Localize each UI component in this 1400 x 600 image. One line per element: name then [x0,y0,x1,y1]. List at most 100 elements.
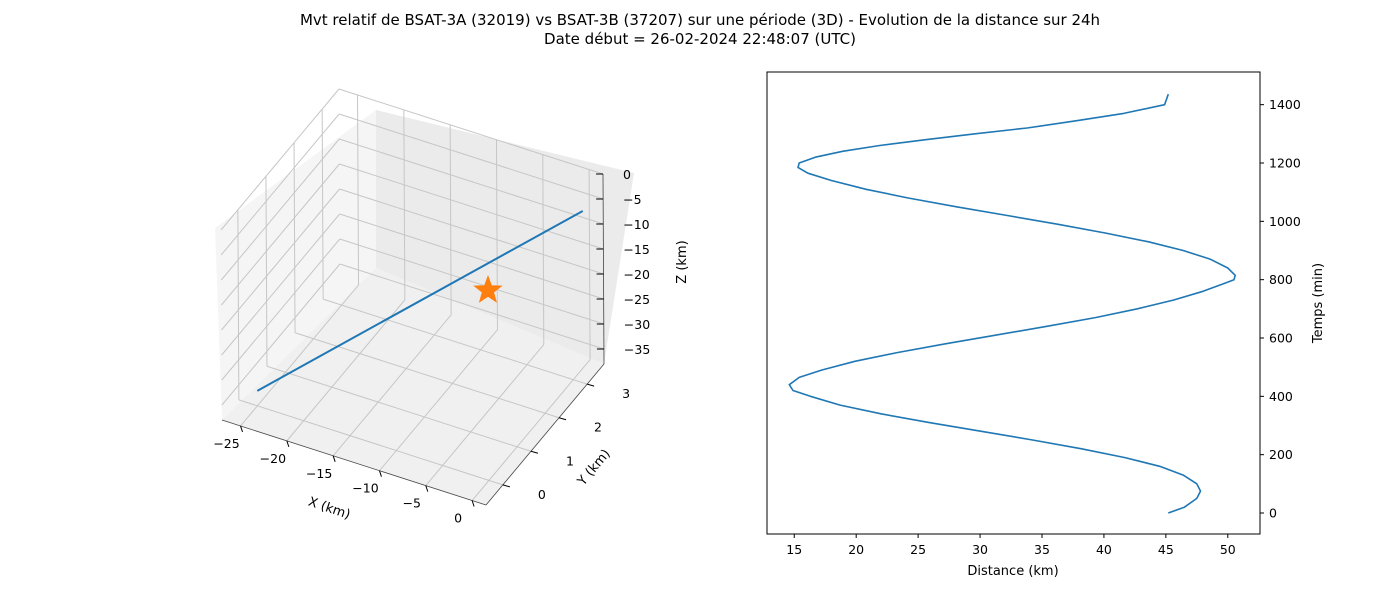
grid-line-z-left [221,213,341,356]
grid-line-x-floor [332,314,452,457]
x-tick-label: 35 [1034,542,1050,557]
z-tick-label-3d: −25 [624,292,650,307]
grid-line-x-floor [240,284,359,427]
x-tick-label-3d: −15 [306,466,332,481]
origin-star-marker [473,274,503,303]
grid-line-y-floor [266,365,532,452]
z-tick-label-3d: −10 [623,217,649,232]
trajectory-line-3d [256,210,584,392]
y-axis-line-3d [485,363,605,506]
y-tick-label: 1000 [1269,214,1301,229]
grid-line-x-floor [286,299,406,442]
y-tick-label-3d: 1 [566,453,574,468]
chart-3d-relative-motion: −25 −20 −15 −10 −5 0 0 1 2 3 0 −5 −10 −15 −20 −25 −30 −35… [213,88,690,526]
z-axis-label-3d: Z (km) [675,240,690,283]
grid-line-x-back [542,154,545,345]
y-tick-label-3d: 3 [622,386,630,401]
y-tick-label: 600 [1269,331,1293,346]
y-axis-ticks: 0 200 400 600 800 1000 1200 1400 [1260,97,1301,521]
plot-area-frame [766,71,1261,535]
z-tick-label-3d: −35 [624,342,650,357]
grid-line-z-left [220,88,340,231]
z-tick-label-3d: −20 [624,267,650,282]
grid-line-x-back [588,169,591,360]
grid-line-y-left [321,109,324,300]
x-tick-label: 20 [848,542,864,557]
x-tick-label: 25 [910,542,926,557]
y-tick-label: 200 [1269,447,1293,462]
x-tick-label-3d: −20 [260,451,286,466]
z-tick-label-3d: 0 [623,167,631,182]
grid-line-z-back [339,138,604,225]
x-tick-label: 50 [1220,542,1236,557]
figure-title-line2: Date début = 26-02-2024 22:48:07 (UTC) [544,30,856,48]
series-3d [256,210,584,392]
grid-line-z-left [221,263,341,406]
grid-line-y-left [293,142,296,333]
grid-line-z-left [220,113,340,256]
pane-floor [222,268,604,505]
y-tick-label: 400 [1269,389,1293,404]
x-axis-line-3d [221,419,487,506]
x-tick-label: 15 [786,542,802,557]
y-tick-mark-3d [587,383,595,387]
grid-line-z-back [339,238,604,325]
x-tick-label-3d: −25 [213,436,239,451]
y-tick-mark-3d [558,417,567,421]
y-tick-label-3d: 0 [538,487,546,502]
x-tick-label-3d: −5 [403,496,421,511]
x-tick-label: 40 [1096,542,1112,557]
grid-line-z-left [221,238,341,381]
grid-line-y-floor [294,332,560,419]
x-tick-mark-3d [332,455,336,462]
x-axis-label: Distance (km) [967,564,1058,579]
grid-3d [220,88,605,501]
grid-line-x-back [495,139,498,330]
grid-line-y-floor [238,399,504,486]
grid-line-z-back [338,113,604,200]
y-tick-label: 800 [1269,272,1293,287]
y-tick-mark-3d [502,484,510,488]
figure-title-line1: Mvt relatif de BSAT-3A (32019) vs BSAT-3… [300,11,1100,29]
x-tick-label-3d: −10 [352,481,378,496]
axis-edges-3d [221,173,605,506]
y-axis-label-3d: Y (km) [574,447,613,490]
y-tick-label-3d: 2 [594,420,602,435]
x-tick-mark-3d [286,440,290,448]
x-axis-label-3d: X (km) [306,495,352,523]
grid-line-z-back [339,213,604,300]
ticks-3d: −25 −20 −15 −10 −5 0 0 1 2 3 0 −5 −10 −15 −20 −25 −30 −35 [213,167,650,526]
x-tick-mark-3d [240,425,244,433]
x-tick-mark-3d [378,470,382,477]
z-tick-label-3d: −5 [623,192,641,207]
grid-line-z-back [339,163,604,250]
grid-line-z-back [339,188,604,275]
grid-line-y-floor [322,298,588,385]
grid-line-x-floor [379,329,498,472]
pane-back-wall [376,110,634,364]
y-tick-label: 1200 [1269,156,1301,171]
x-axis-ticks: 15 20 25 30 35 40 45 50 [786,534,1236,557]
grid-line-z-back [339,263,605,350]
pane-left-wall [215,110,376,420]
z-tick-label-3d: −30 [624,317,650,332]
grid-line-x-back [403,109,406,300]
x-tick-label: 45 [1158,542,1174,557]
x-tick-mark-3d [471,500,475,507]
grid-line-x-back [357,94,360,285]
z-axis-line-3d [602,173,605,365]
chart-distance-over-time: 15 20 25 30 35 40 45 50 0 200 400 600 800 1000 1200 14… [766,71,1326,579]
y-tick-label: 1400 [1269,97,1301,112]
grid-line-z-left [221,188,340,331]
y-axis-label: Temps (min) [1311,263,1326,344]
y-tick-label: 0 [1269,506,1277,521]
grid-line-z-back [338,88,604,175]
x-tick-mark-3d [425,485,429,492]
grid-line-x-floor [471,359,591,501]
y-tick-mark-3d [530,450,539,454]
grid-line-y-left [237,209,240,400]
x-tick-label-3d: 0 [454,511,462,526]
x-tick-label: 30 [972,542,988,557]
grid-line-z-left [221,163,340,306]
